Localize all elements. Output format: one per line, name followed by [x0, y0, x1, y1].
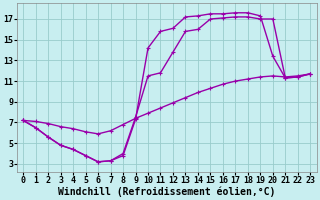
X-axis label: Windchill (Refroidissement éolien,°C): Windchill (Refroidissement éolien,°C) [58, 186, 276, 197]
